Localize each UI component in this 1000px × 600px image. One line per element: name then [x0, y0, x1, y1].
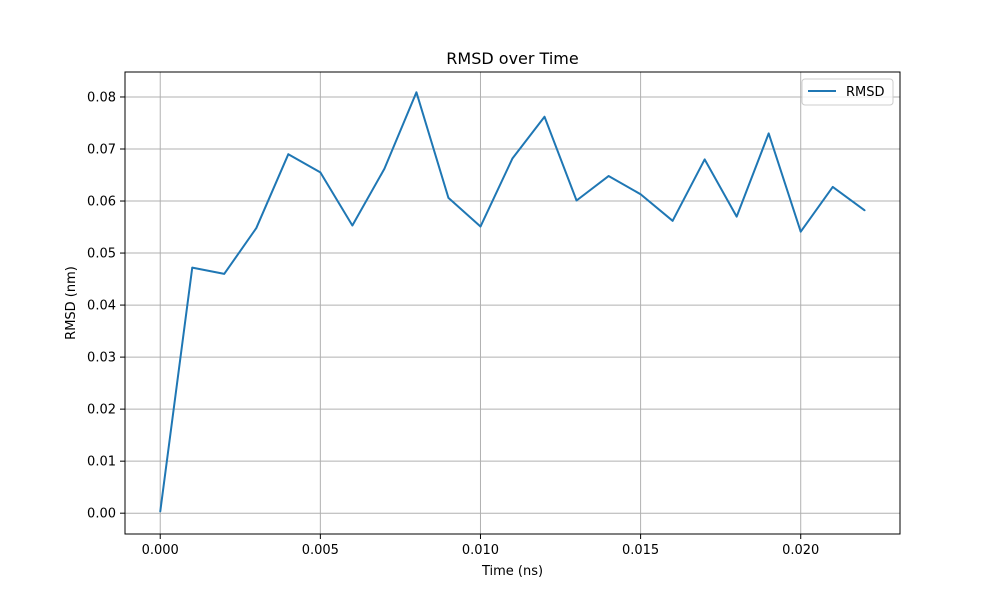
data-point [383, 167, 386, 170]
x-tick-label: 0.005 [302, 543, 339, 558]
y-axis-label: RMSD (nm) [64, 266, 79, 340]
data-point [479, 225, 482, 228]
plot-frame [124, 71, 901, 535]
x-tick-label: 0.000 [142, 543, 179, 558]
data-point [703, 158, 706, 161]
data-point [575, 199, 578, 202]
data-point [831, 186, 834, 188]
x-axis-ticks: 0.000 0.005 0.010 0.015 0.020 [142, 534, 819, 558]
data-point [223, 273, 226, 275]
y-axis-ticks: 0.00 0.01 0.02 0.03 0.04 0.05 0.06 0.07 0.08 [87, 90, 125, 522]
legend: RMSD [801, 78, 894, 106]
data-point [159, 510, 162, 513]
data-point [863, 209, 866, 212]
legend-label-rmsd: RMSD [846, 85, 885, 100]
data-point [767, 132, 770, 135]
data-point [607, 175, 610, 177]
data-point [351, 224, 354, 227]
data-point [447, 197, 450, 199]
data-point [735, 215, 738, 218]
data-point [799, 230, 802, 233]
y-tick-label: 0.06 [87, 195, 116, 210]
legend-box [801, 78, 894, 106]
data-point [671, 219, 674, 222]
data-point [543, 115, 546, 118]
grid [125, 72, 900, 534]
data-point [287, 153, 290, 156]
chart-title: RMSD over Time [446, 49, 578, 68]
y-tick-label: 0.08 [87, 90, 116, 105]
y-tick-label: 0.02 [87, 403, 116, 418]
data-point [191, 266, 194, 269]
y-tick-label: 0.01 [87, 455, 116, 470]
data-point [639, 193, 642, 196]
y-tick-label: 0.04 [87, 299, 116, 314]
data-point [415, 91, 418, 94]
y-tick-label: 0.03 [87, 351, 116, 366]
data-point [511, 157, 514, 160]
data-point [255, 227, 258, 229]
data-point [319, 171, 322, 174]
y-tick-label: 0.00 [87, 507, 116, 522]
series-layer [159, 91, 866, 513]
x-tick-label: 0.010 [462, 543, 499, 558]
x-tick-label: 0.020 [782, 543, 819, 558]
y-tick-label: 0.07 [87, 143, 116, 158]
y-tick-label: 0.05 [87, 247, 116, 262]
x-tick-label: 0.015 [622, 543, 659, 558]
x-axis-label: Time (ns) [481, 564, 543, 579]
